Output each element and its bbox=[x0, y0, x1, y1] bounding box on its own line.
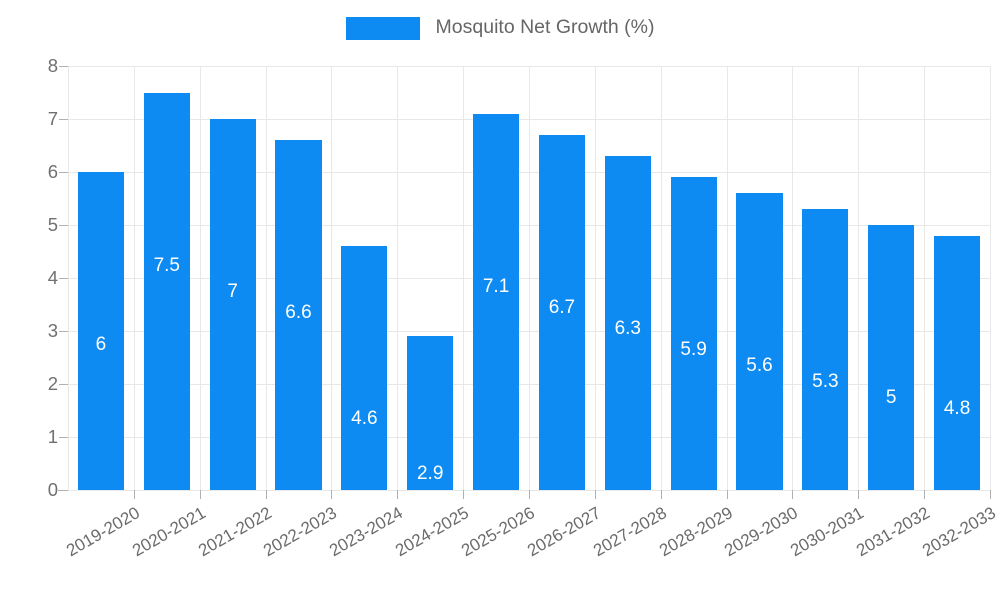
y-axis-tick-label: 7 bbox=[47, 108, 58, 129]
bar-value-label: 6 bbox=[95, 334, 107, 355]
bar[interactable] bbox=[538, 134, 585, 490]
x-axis-tick-mark bbox=[463, 490, 464, 499]
y-axis-tick-label: 1 bbox=[47, 426, 58, 447]
y-axis-tick-label: 4 bbox=[47, 267, 58, 288]
y-axis-tick-mark bbox=[59, 172, 68, 173]
x-axis-tick-mark bbox=[727, 490, 728, 499]
y-axis-tick-mark bbox=[59, 490, 68, 491]
bar-value-label: 5 bbox=[885, 387, 897, 408]
bar[interactable] bbox=[407, 336, 454, 490]
bar-value-label: 6.3 bbox=[614, 318, 641, 340]
bar-value-label: 5.6 bbox=[746, 355, 773, 377]
x-axis-tick-mark bbox=[661, 490, 662, 499]
bar[interactable] bbox=[802, 209, 849, 490]
vertical-gridline bbox=[858, 66, 859, 490]
y-axis-tick-mark bbox=[59, 119, 68, 120]
bar[interactable] bbox=[341, 246, 388, 490]
legend-label: Mosquito Net Growth (%) bbox=[435, 16, 655, 39]
y-axis-tick-mark bbox=[59, 225, 68, 226]
vertical-gridline bbox=[68, 66, 69, 490]
x-axis-tick-mark bbox=[792, 490, 793, 499]
bar-value-label: 6.6 bbox=[285, 302, 312, 324]
y-axis-tick-label: 5 bbox=[47, 214, 58, 235]
bar-value-label: 4.8 bbox=[943, 397, 971, 419]
bar-value-label: 7.1 bbox=[482, 275, 510, 297]
x-axis-tick-labels: 2019-2020 2020-2021 2021-2022 2022-2023 2023… bbox=[63, 490, 999, 600]
x-axis-tick-mark bbox=[990, 490, 991, 499]
x-axis-tick-mark bbox=[529, 490, 530, 499]
bar-value-label: 7 bbox=[227, 281, 238, 302]
x-axis-tick-mark bbox=[595, 490, 596, 499]
bar[interactable] bbox=[670, 177, 717, 490]
x-axis-tick-mark bbox=[397, 490, 398, 499]
vertical-gridline bbox=[463, 66, 464, 490]
bar-value-label: 4.6 bbox=[351, 408, 378, 430]
vertical-gridline bbox=[595, 66, 596, 490]
bar-value-label: 7.5 bbox=[153, 254, 180, 276]
y-axis-tick-mark bbox=[59, 66, 68, 67]
chart-legend: Mosquito Net Growth (%) bbox=[0, 8, 1000, 48]
bar-value-label: 5.3 bbox=[812, 371, 839, 393]
bar[interactable] bbox=[868, 225, 915, 490]
legend-color-swatch bbox=[345, 16, 420, 40]
vertical-gridline bbox=[792, 66, 793, 490]
vertical-gridline bbox=[266, 66, 267, 490]
x-axis-tick-mark bbox=[134, 490, 135, 499]
y-axis-tick-mark bbox=[59, 384, 68, 385]
bar[interactable] bbox=[275, 140, 322, 490]
y-axis-tick-label: 6 bbox=[47, 161, 58, 182]
vertical-gridline bbox=[331, 66, 332, 490]
y-axis-tick-label: 8 bbox=[47, 55, 58, 76]
plot-area: 6 7.5 7 6.6 4.6 2.9 7.1 6.7 6.3 5.9 5.6 5.3 5 4.8 bbox=[58, 66, 991, 499]
vertical-gridline bbox=[727, 66, 728, 490]
vertical-gridline bbox=[134, 66, 135, 490]
x-axis-tick-mark bbox=[858, 490, 859, 499]
vertical-gridline bbox=[990, 66, 991, 490]
y-axis-tick-mark bbox=[59, 331, 68, 332]
y-axis-tick-label: 0 bbox=[47, 479, 58, 500]
bar-value-label: 5.9 bbox=[680, 339, 707, 361]
bar[interactable] bbox=[209, 119, 256, 490]
vertical-gridline bbox=[529, 66, 530, 490]
bar[interactable] bbox=[736, 193, 783, 490]
y-axis-tick-label: 2 bbox=[47, 373, 58, 394]
bar[interactable] bbox=[143, 92, 190, 490]
x-axis-tick-mark bbox=[924, 490, 925, 499]
x-axis-tick-mark bbox=[266, 490, 267, 499]
bar-value-label: 2.9 bbox=[416, 463, 444, 484]
bar[interactable] bbox=[934, 235, 981, 490]
bar[interactable] bbox=[604, 156, 651, 490]
y-axis-tick-mark bbox=[59, 278, 68, 279]
x-axis-tick-mark bbox=[331, 490, 332, 499]
y-axis-tick-labels: 0 1 2 3 4 5 6 7 8 bbox=[0, 56, 58, 498]
bar[interactable] bbox=[77, 172, 124, 490]
vertical-gridline bbox=[397, 66, 398, 490]
bar-value-label: 6.7 bbox=[548, 296, 576, 318]
y-axis-tick-mark bbox=[59, 437, 68, 438]
vertical-gridline bbox=[200, 66, 201, 490]
bar[interactable] bbox=[473, 113, 520, 490]
vertical-gridline bbox=[924, 66, 925, 490]
vertical-gridline bbox=[661, 66, 662, 490]
y-axis-tick-label: 3 bbox=[47, 320, 58, 341]
x-axis-tick-mark bbox=[200, 490, 201, 499]
